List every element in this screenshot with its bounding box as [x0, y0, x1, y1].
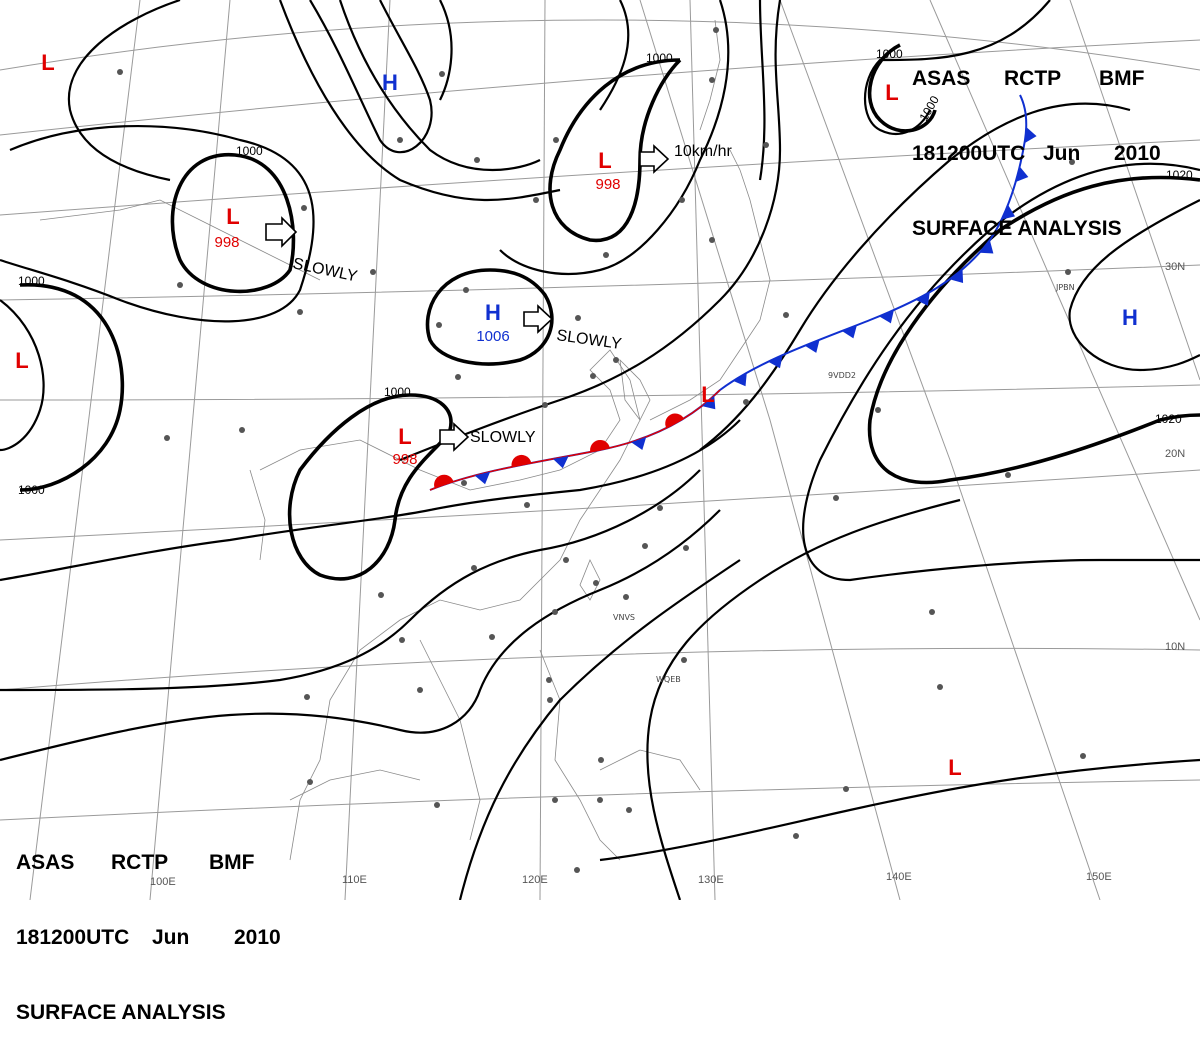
low-center: L [41, 50, 54, 75]
movement-arrow-icon [439, 422, 470, 452]
cold-front-symbol [915, 292, 930, 306]
cold-front-symbol [1024, 127, 1037, 144]
header-title: SURFACE ANALYSIS [912, 217, 1122, 240]
grid-labels: 110E 120E 130E 140E 150E 100E 30N 20N 10… [150, 261, 1185, 888]
latitude-label: 20N [1165, 448, 1185, 460]
station-markers [117, 27, 1086, 873]
isobar-label: 1000 [236, 144, 263, 158]
parallels [0, 19, 1200, 821]
isobar-label: 1000 [18, 274, 45, 288]
header-year: 2010 [234, 926, 281, 949]
station-id: WQEB [656, 675, 681, 684]
header-month: Jun [152, 926, 190, 949]
low-center: L [15, 348, 28, 373]
movement-arrow-icon [639, 144, 670, 174]
low-center: L [701, 382, 714, 407]
movement-arrow-icon [265, 216, 298, 248]
longitude-label: 110E [342, 874, 367, 886]
low-center: L [598, 148, 611, 173]
cold-front-symbol [949, 269, 964, 284]
cold-front-symbol [702, 395, 716, 410]
header-bottom-left: ASAS RCTP BMF 181200UTC Jun 2010 SURFACE ANA… [16, 800, 281, 1050]
cold-front-symbol [804, 339, 820, 353]
station-id: JPBN [1055, 283, 1075, 292]
cold-front-symbol [768, 354, 783, 369]
station-id: 9VDD2 [828, 371, 856, 380]
header-source: ASAS [912, 67, 971, 90]
warm-front-symbol [511, 454, 532, 467]
cold-front-symbol [631, 436, 647, 450]
longitude-label: 130E [698, 874, 724, 886]
movement-label: 10km/hr [674, 143, 732, 160]
warm-front-symbol [665, 413, 684, 429]
header-code: BMF [209, 851, 255, 874]
header-year: 2010 [1114, 142, 1161, 165]
high-center: H [1122, 305, 1138, 330]
header-title: SURFACE ANALYSIS [16, 1001, 226, 1024]
high-pressure-value: 1006 [476, 328, 509, 345]
cold-front-symbol [841, 325, 857, 339]
low-pressure-value: 998 [392, 451, 417, 468]
header-top-right: ASAS RCTP BMF 181200UTC Jun 2010 SURFACE ANA… [912, 16, 1161, 266]
warm-front-symbol [434, 474, 454, 489]
low-center: L [948, 755, 961, 780]
isobar-label: 1000 [876, 47, 903, 61]
meridians [29, 0, 1200, 900]
stationary-front [429, 94, 1037, 491]
longitude-label: 120E [522, 874, 548, 886]
isobar-label: 1020 [1166, 168, 1193, 182]
movement-arrow-icon [523, 304, 554, 334]
isobar-label: 1020 [1155, 412, 1182, 426]
header-code: BMF [1099, 67, 1145, 90]
pressure-systems: L 998 L 998 L 998 H 1006 L L L L L H H [15, 50, 1138, 780]
cold-front-symbol [879, 310, 894, 324]
high-center: H [382, 70, 398, 95]
movement-label: SLOWLY [291, 255, 359, 285]
isobars [0, 0, 1200, 900]
header-station: RCTP [1004, 67, 1062, 90]
longitude-label: 140E [886, 871, 912, 883]
isobar-label: 1000 [646, 51, 673, 65]
longitude-label: 100E [150, 876, 176, 888]
low-center: L [226, 204, 239, 229]
coastlines [39, 19, 771, 861]
header-time: 181200UTC [16, 926, 130, 949]
low-center: L [398, 424, 411, 449]
warm-front-symbol [590, 440, 610, 452]
header-month: Jun [1043, 142, 1081, 165]
longitude-label: 150E [1086, 871, 1112, 883]
isobar-label: 1000 [384, 385, 411, 399]
station-ids: JPBN 9VDD2 VNVS WQEB [613, 283, 1075, 684]
header-source: ASAS [16, 851, 75, 874]
cold-front-symbol [979, 240, 994, 254]
movement-label: SLOWLY [555, 327, 623, 353]
header-time: 181200UTC [912, 142, 1026, 165]
isobar-label: 1000 [18, 483, 45, 497]
movement-arrows: SLOWLY SLOWLY SLOWLY 10km/hr [265, 143, 732, 452]
cold-front-symbol [1001, 204, 1016, 220]
latitude-label: 30N [1165, 261, 1185, 273]
low-pressure-value: 998 [214, 234, 239, 251]
high-center: H [485, 300, 501, 325]
latitude-label: 10N [1165, 641, 1185, 653]
cold-front-symbol [474, 471, 491, 485]
movement-label: SLOWLY [470, 429, 536, 446]
header-station: RCTP [111, 851, 169, 874]
cold-front-symbol [733, 372, 747, 387]
station-id: VNVS [613, 613, 635, 622]
cold-front-symbol [552, 456, 569, 469]
weather-map: 1000 1000 1000 1000 1000 1000 1000 1020 … [0, 0, 1200, 900]
low-pressure-value: 998 [595, 176, 620, 193]
low-center: L [885, 80, 898, 105]
cold-front-symbol [1015, 166, 1029, 182]
